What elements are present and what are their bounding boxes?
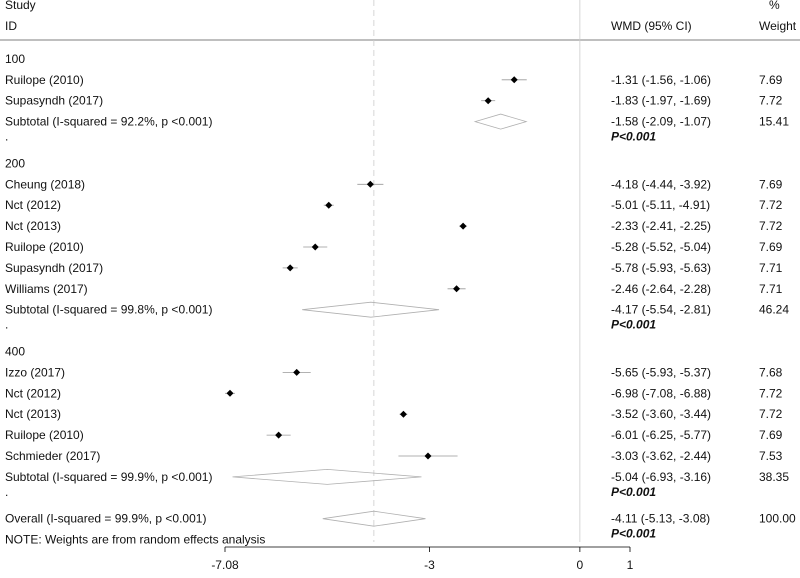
study-label: Cheung (2018) (5, 177, 85, 191)
footnote: NOTE: Weights are from random effects an… (5, 533, 265, 547)
subtotal-ci-text: -1.58 (-2.09, -1.07) (611, 115, 711, 129)
subtotal-weight: 46.24 (759, 303, 789, 317)
header-weight-label: Weight (759, 19, 797, 33)
overall-weight: 100.00 (759, 512, 796, 526)
x-tick-label: -7.08 (211, 558, 239, 572)
study-weight: 7.68 (759, 365, 783, 379)
study-label: Nct (2013) (5, 219, 61, 233)
study-point (311, 243, 319, 251)
study-weight: 7.72 (759, 198, 783, 212)
overall-spacer-dot: . (5, 527, 8, 541)
subtotal-spacer-dot: . (5, 130, 8, 144)
study-ci-text: -2.33 (-2.41, -2.25) (611, 219, 711, 233)
study-label: Williams (2017) (5, 282, 88, 296)
subtotal-p-value: P<0.001 (611, 485, 656, 499)
header-percent-label: % (769, 0, 780, 12)
study-weight: 7.69 (759, 428, 783, 442)
study-label: Nct (2012) (5, 198, 61, 212)
study-point (325, 201, 333, 209)
subtotal-p-value: P<0.001 (611, 130, 656, 144)
study-point (293, 368, 301, 376)
study-ci-text: -3.03 (-3.62, -2.44) (611, 449, 711, 463)
subtotal-label: Subtotal (I-squared = 92.2%, p <0.001) (5, 115, 212, 129)
subtotal-ci-text: -4.17 (-5.54, -2.81) (611, 303, 711, 317)
study-ci-text: -6.01 (-6.25, -5.77) (611, 428, 711, 442)
study-label: Nct (2013) (5, 407, 61, 421)
subtotal-diamond (232, 468, 422, 485)
study-point (424, 452, 432, 460)
study-label: Ruilope (2010) (5, 73, 84, 87)
study-ci-text: -5.65 (-5.93, -5.37) (611, 365, 711, 379)
study-ci-text: -5.28 (-5.52, -5.04) (611, 240, 711, 254)
x-tick-label: 1 (627, 558, 634, 572)
study-weight: 7.69 (759, 73, 783, 87)
study-weight: 7.71 (759, 261, 783, 275)
x-tick-label: 0 (577, 558, 584, 572)
subtotal-ci-text: -5.04 (-6.93, -3.16) (611, 470, 711, 484)
study-point (399, 410, 407, 418)
study-point (286, 264, 294, 272)
subtotal-label: Subtotal (I-squared = 99.9%, p <0.001) (5, 470, 212, 484)
study-point (275, 431, 283, 439)
study-label: Schmieder (2017) (5, 449, 100, 463)
study-weight: 7.72 (759, 219, 783, 233)
study-label: Supasyndh (2017) (5, 261, 103, 275)
study-ci-text: -1.83 (-1.97, -1.69) (611, 94, 711, 108)
study-label: Ruilope (2010) (5, 428, 84, 442)
header-id-label: ID (5, 19, 17, 33)
study-point (510, 76, 518, 84)
x-tick-label: -3 (424, 558, 435, 572)
study-weight: 7.72 (759, 386, 783, 400)
overall-label: Overall (I-squared = 99.9%, p <0.001) (5, 512, 206, 526)
study-ci-text: -6.98 (-7.08, -6.88) (611, 386, 711, 400)
group-label: 100 (5, 52, 25, 66)
overall-ci-text: -4.11 (-5.13, -3.08) (611, 512, 710, 526)
subtotal-spacer-dot: . (5, 485, 8, 499)
study-point (453, 285, 461, 293)
group-label: 200 (5, 156, 25, 170)
study-ci-text: -4.18 (-4.44, -3.92) (611, 177, 711, 191)
header-study-label: Study (5, 0, 36, 12)
study-weight: 7.72 (759, 407, 783, 421)
subtotal-diamond (302, 301, 440, 318)
header-wmd-label: WMD (95% CI) (611, 19, 692, 33)
study-weight: 7.69 (759, 240, 783, 254)
study-ci-text: -5.01 (-5.11, -4.91) (611, 198, 710, 212)
subtotal-diamond (473, 113, 528, 130)
study-weight: 7.72 (759, 94, 783, 108)
study-label: Supasyndh (2017) (5, 94, 103, 108)
subtotal-weight: 38.35 (759, 470, 789, 484)
study-weight: 7.71 (759, 282, 783, 296)
subtotal-label: Subtotal (I-squared = 99.8%, p <0.001) (5, 303, 212, 317)
study-ci-text: -5.78 (-5.93, -5.63) (611, 261, 711, 275)
overall-p-value: P<0.001 (611, 527, 656, 541)
study-weight: 7.69 (759, 177, 783, 191)
study-point (226, 389, 234, 397)
study-weight: 7.53 (759, 449, 783, 463)
study-label: Ruilope (2010) (5, 240, 84, 254)
subtotal-spacer-dot: . (5, 318, 8, 332)
group-label: 400 (5, 345, 25, 359)
study-label: Nct (2012) (5, 386, 61, 400)
study-point (366, 180, 374, 188)
subtotal-p-value: P<0.001 (611, 318, 656, 332)
subtotal-weight: 15.41 (759, 115, 789, 129)
study-ci-text: -3.52 (-3.60, -3.44) (611, 407, 711, 421)
study-label: Izzo (2017) (5, 365, 65, 379)
study-ci-text: -1.31 (-1.56, -1.06) (611, 73, 711, 87)
study-point (459, 222, 467, 230)
study-point (484, 97, 492, 105)
study-ci-text: -2.46 (-2.64, -2.28) (611, 282, 711, 296)
overall-diamond (322, 510, 426, 527)
